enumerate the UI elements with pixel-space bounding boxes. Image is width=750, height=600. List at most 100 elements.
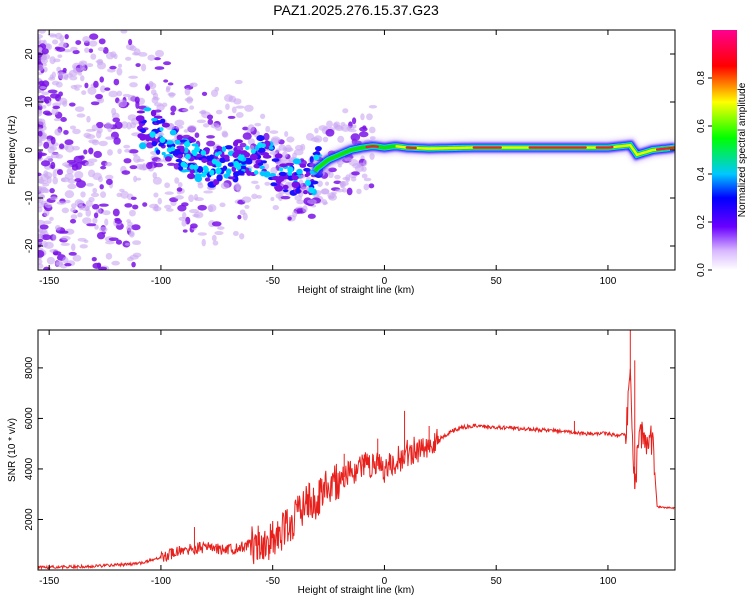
spectral-blob [126, 219, 131, 224]
spectral-blob [96, 231, 106, 240]
spectral-blob [337, 164, 342, 168]
spectral-blob [70, 243, 76, 252]
spectral-blob [189, 223, 198, 229]
spectral-blob [56, 47, 66, 52]
ridge-hotspot [159, 136, 166, 143]
spectral-blob [147, 54, 156, 61]
spectral-blob [168, 92, 175, 98]
spectral-blob [105, 252, 113, 260]
spectral-blob [244, 204, 250, 209]
spectral-blob [78, 204, 84, 211]
spectral-blob [187, 125, 197, 133]
ridge-blob [299, 163, 307, 168]
snr-x-label: Height of straight line (km) [298, 585, 415, 596]
ridge-hotspot [215, 167, 222, 175]
spectral-blob [51, 107, 59, 116]
spectral-blob [38, 118, 46, 125]
ridge-blob [235, 170, 245, 176]
spectral-blob [65, 144, 75, 153]
spectral-blob [131, 261, 136, 268]
spectral-blob [197, 204, 207, 211]
spectral-blob [100, 85, 106, 93]
ridge-hotspot [193, 164, 199, 170]
spectral-blob [154, 49, 165, 58]
spectral-blob [51, 71, 57, 79]
spectral-blob [132, 252, 142, 258]
ridge-blob [232, 140, 239, 147]
ridge-blob [268, 146, 274, 150]
spectral-blob [356, 188, 362, 195]
spectral-blob [152, 176, 162, 185]
ridge-hotspot [203, 166, 209, 172]
ridge-blob [227, 162, 235, 167]
ridge-blob [309, 156, 314, 164]
y-tick-label: -10 [24, 190, 35, 205]
spectral-blob [43, 141, 50, 149]
spectral-blob [38, 258, 43, 266]
ridge-blob [150, 109, 157, 117]
spectral-blob [55, 81, 63, 88]
ridge-blob [257, 147, 266, 153]
spectral-blob [302, 205, 308, 213]
spectral-blob [56, 169, 64, 176]
spectral-blob [90, 101, 100, 106]
spectral-blob [57, 54, 63, 58]
ridge-blob [244, 167, 250, 174]
spectral-blob [165, 208, 174, 212]
spectral-blob [64, 199, 71, 204]
spectral-blob [104, 218, 109, 226]
ridge-blob [139, 128, 147, 133]
spectral-blob [150, 89, 157, 96]
spectral-blob [91, 124, 98, 132]
spectral-blob [294, 195, 303, 201]
spectral-blob [107, 149, 113, 156]
spectral-blob [50, 161, 56, 170]
spectral-blob [366, 113, 373, 121]
ridge-blob [227, 176, 236, 180]
spectral-blob [74, 87, 80, 91]
ridge-hotspot [189, 164, 195, 170]
spectral-blob [135, 100, 140, 109]
spectral-blob [74, 171, 84, 179]
spectral-blob [99, 226, 108, 233]
spectral-blob [61, 207, 69, 214]
spectral-blob [73, 84, 83, 88]
spectral-blob [170, 111, 176, 116]
ridge-blob [303, 190, 308, 195]
spectral-blob [325, 128, 335, 137]
ridge-blob [270, 182, 278, 187]
y-tick-label: -20 [24, 238, 35, 253]
spectral-blob [128, 75, 139, 79]
spectral-blob [81, 90, 87, 96]
spectral-blob [264, 181, 271, 186]
spectral-blob [108, 90, 118, 98]
spectral-blob [46, 176, 52, 184]
ridge-blob [295, 188, 301, 194]
spectral-blob [40, 160, 51, 167]
ridge-blob [278, 171, 287, 177]
spectral-blob [126, 224, 133, 232]
spectral-blob [92, 217, 98, 224]
spectral-blob [52, 105, 61, 110]
spectral-blob [52, 176, 59, 185]
spectral-blob [207, 204, 217, 212]
spectral-blob [62, 67, 67, 73]
y-tick-label: 2000 [24, 508, 35, 531]
spectral-blob [117, 99, 128, 108]
spectral-blob [38, 30, 47, 34]
spectral-blob [153, 192, 159, 198]
ridge-hotspot [278, 167, 284, 172]
spectral-blob [98, 203, 109, 207]
spectral-blob [69, 75, 78, 81]
spectral-blob [340, 122, 346, 127]
spectral-blob [154, 66, 165, 70]
spectral-blob [93, 212, 99, 219]
spectral-blob [118, 63, 123, 68]
ridge-hotspot [180, 161, 187, 168]
spectral-blob [72, 67, 82, 74]
snr-line [38, 368, 675, 570]
ridge-blob [259, 165, 265, 170]
x-tick-label: 50 [491, 276, 503, 287]
spectral-blob [116, 90, 123, 97]
spectrogram-scatter-layer [38, 30, 378, 270]
